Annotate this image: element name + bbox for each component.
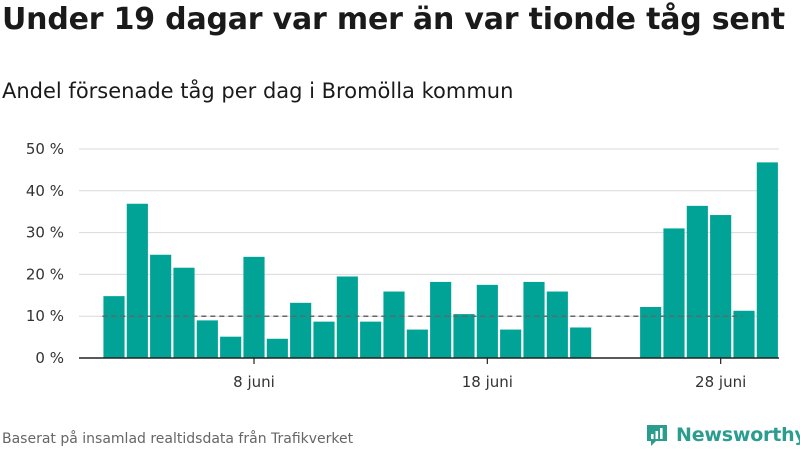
x-axis-tick-labels: 8 juni 18 juni 28 juni bbox=[233, 358, 746, 391]
bar bbox=[663, 228, 685, 358]
bar bbox=[150, 254, 172, 358]
brand-name: Newsworthy bbox=[676, 424, 800, 446]
y-tick-label: 30 % bbox=[26, 224, 64, 242]
bar bbox=[686, 205, 708, 358]
source-note: Baserat på insamlad realtidsdata från Tr… bbox=[2, 431, 354, 447]
bar bbox=[266, 338, 288, 358]
bar bbox=[710, 215, 732, 358]
bar-chart: 0 % 10 % 20 % 30 % 40 % 50 % 8 juni 18 juni 28 … bbox=[26, 140, 779, 391]
bar bbox=[173, 267, 195, 358]
bar bbox=[220, 336, 242, 358]
x-tick-label: 8 juni bbox=[233, 373, 275, 391]
bar bbox=[313, 321, 335, 358]
bar bbox=[243, 256, 265, 358]
chart-subtitle: Andel försenade tåg per dag i Bromölla k… bbox=[2, 79, 514, 103]
chart-title: Under 19 dagar var mer än var tionde tåg… bbox=[2, 2, 785, 37]
bar bbox=[546, 291, 568, 358]
bar bbox=[336, 276, 358, 358]
x-tick-label: 18 juni bbox=[462, 373, 513, 391]
y-tick-label: 10 % bbox=[26, 307, 64, 325]
bar bbox=[733, 310, 755, 358]
x-tick-label: 28 juni bbox=[695, 373, 746, 391]
y-tick-label: 40 % bbox=[26, 182, 64, 200]
y-tick-label: 50 % bbox=[26, 140, 64, 158]
bar bbox=[523, 281, 545, 358]
bar bbox=[196, 320, 218, 358]
bar bbox=[406, 329, 428, 358]
y-tick-label: 0 % bbox=[35, 349, 64, 367]
y-axis-tick-labels: 0 % 10 % 20 % 30 % 40 % 50 % bbox=[26, 140, 64, 367]
bar bbox=[640, 307, 662, 358]
y-tick-label: 20 % bbox=[26, 265, 64, 283]
bar bbox=[570, 327, 592, 358]
bar bbox=[756, 162, 778, 358]
bars bbox=[103, 162, 778, 358]
newsworthy-logo-icon bbox=[647, 425, 667, 446]
bar bbox=[290, 302, 312, 358]
bar bbox=[476, 284, 498, 358]
bar bbox=[383, 291, 405, 358]
brand-logo[interactable]: Newsworthy bbox=[644, 421, 800, 449]
bar bbox=[453, 314, 475, 358]
bar bbox=[360, 321, 382, 358]
bar bbox=[430, 281, 452, 358]
bar bbox=[126, 203, 148, 358]
bar bbox=[103, 296, 125, 358]
bar bbox=[500, 329, 522, 358]
